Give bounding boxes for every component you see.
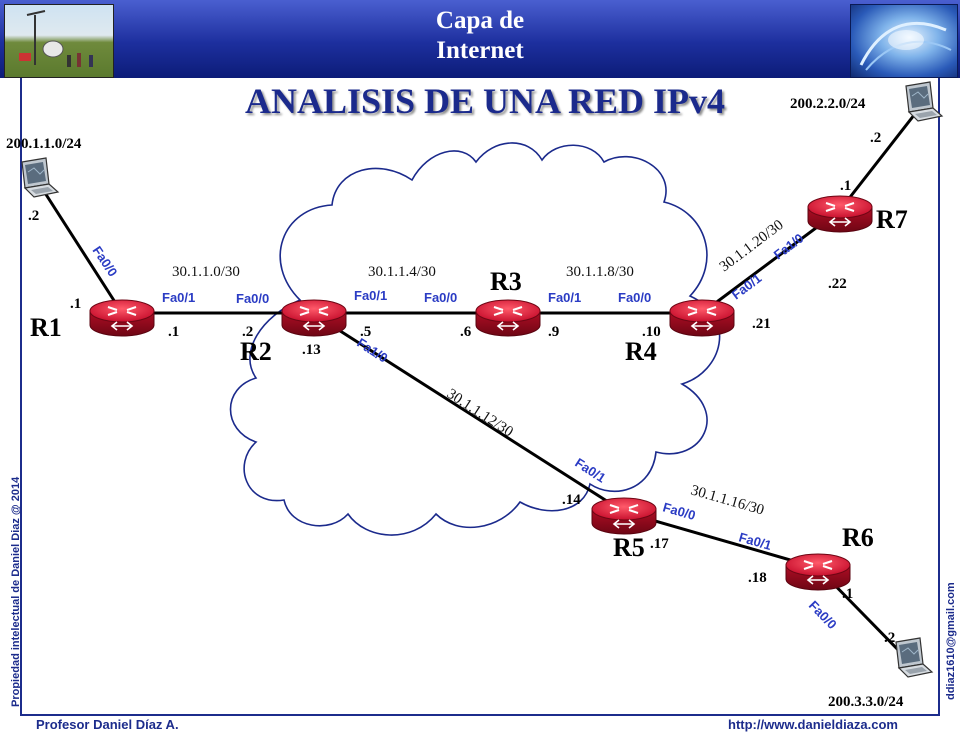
iface-r5-to-r6: Fa0/0 (661, 499, 697, 523)
addr-pc3: .2 (884, 630, 895, 646)
iface-r4-to-r7: Fa0/1 (729, 270, 765, 302)
router-r4-icon[interactable] (669, 299, 735, 337)
network-cloud (229, 142, 721, 536)
router-r3-icon[interactable] (475, 299, 541, 337)
addr-r6-lan: .1 (842, 586, 853, 602)
diagram-title: ANALISIS DE UNA RED IPv4 (244, 81, 726, 121)
header-art-image (850, 4, 958, 78)
footer-author: Profesor Daniel Díaz A. (36, 717, 179, 732)
router-r5-label: R5 (613, 533, 645, 562)
header-title-line2: Internet (436, 37, 524, 64)
lan-r6-network: 200.3.3.0/24 (828, 694, 904, 710)
router-r6-label: R6 (842, 523, 874, 552)
addr-r3-a: .6 (460, 324, 472, 340)
header-title-line1: Capa de (435, 7, 525, 34)
header-photo (4, 4, 114, 78)
addr-r4-b: .21 (752, 316, 771, 332)
header-title: Capa de Internet (300, 6, 660, 66)
addr-r1-lan: .1 (70, 296, 81, 312)
frame-bottom-line (20, 714, 940, 716)
footer-website[interactable]: http://www.danieldiaza.com (728, 717, 898, 732)
addr-r1-wan: .1 (168, 324, 179, 340)
addr-r2-b: .5 (360, 324, 371, 340)
iface-r4-to-r3: Fa0/0 (618, 290, 651, 305)
router-r6-icon[interactable] (785, 553, 851, 591)
link-r7-pc2 (838, 109, 920, 211)
iface-r2-to-r3: Fa0/1 (354, 288, 387, 303)
laptop-pc1-icon[interactable] (21, 157, 59, 198)
router-r7-label: R7 (876, 205, 908, 234)
iface-r6-lan: Fa0/0 (806, 598, 840, 632)
addr-pc2: .2 (870, 130, 881, 146)
addr-r7-a: .22 (828, 276, 847, 292)
iface-r1-wan: Fa0/1 (162, 290, 195, 305)
link-pc1-r1 (36, 181, 124, 314)
iface-r1-lan: Fa0/0 (90, 243, 121, 279)
router-r7-icon[interactable] (807, 195, 873, 233)
lan-r7-network: 200.2.2.0/24 (790, 96, 866, 112)
wan-r3-r4-network: 30.1.1.8/30 (566, 264, 634, 280)
router-r2-label: R2 (240, 337, 272, 366)
addr-r5-a: .14 (562, 492, 581, 508)
iface-r3-to-r4: Fa0/1 (548, 290, 581, 305)
abstract-hand-icon (859, 21, 952, 71)
addr-r4-a: .10 (642, 324, 661, 340)
lan-r1-network: 200.1.1.0/24 (6, 136, 82, 152)
router-r3-label: R3 (490, 267, 522, 296)
addr-r2-c: .13 (302, 342, 321, 358)
frame-left-line (20, 78, 22, 714)
iface-r2-to-r1: Fa0/0 (236, 291, 269, 306)
header-bar: Capa de Internet (0, 0, 960, 78)
laptop-pc3-icon[interactable] (895, 637, 933, 678)
wan-r1-r2-network: 30.1.1.0/30 (172, 264, 240, 280)
router-r1-label: R1 (30, 313, 62, 342)
router-r5-icon[interactable] (591, 497, 657, 535)
addr-r7-lan: .1 (840, 178, 851, 194)
laptop-pc2-icon[interactable] (905, 81, 943, 122)
addr-pc1: .2 (28, 208, 39, 224)
router-r4-label: R4 (625, 337, 657, 366)
wan-r2-r3-network: 30.1.1.4/30 (368, 264, 436, 280)
iface-r3-to-r2: Fa0/0 (424, 290, 457, 305)
addr-r6-a: .18 (748, 570, 767, 586)
router-r1-icon[interactable] (89, 299, 155, 337)
addr-r3-b: .9 (548, 324, 559, 340)
addr-r2-a: .2 (242, 324, 253, 340)
link-r2-r5 (311, 311, 625, 514)
frame-right-line (938, 78, 940, 714)
wan-r5-r6-network: 30.1.1.16/30 (689, 482, 766, 518)
router-r2-icon[interactable] (281, 299, 347, 337)
satellite-dish-icon (19, 10, 93, 67)
addr-r5-b: .17 (650, 536, 669, 552)
